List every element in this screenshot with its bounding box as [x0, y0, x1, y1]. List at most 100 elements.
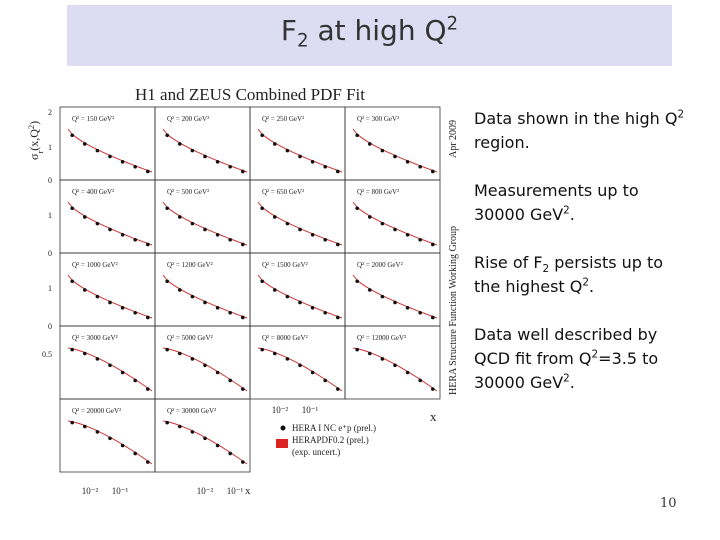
data-point [298, 300, 302, 305]
data-point [83, 142, 87, 146]
data-point [178, 288, 182, 292]
date-label: Apr 2009 [448, 120, 459, 158]
legend-marker [280, 425, 286, 431]
x-tick-label: 10⁻² [197, 486, 214, 496]
data-point [405, 370, 410, 375]
data-point [165, 133, 169, 138]
data-point [146, 460, 150, 464]
y-tick-label: 0 [48, 249, 52, 258]
data-point [241, 387, 245, 391]
data-point [380, 357, 385, 361]
y-tick-label: 1 [48, 143, 52, 152]
data-point [405, 160, 410, 164]
fit-curve [162, 347, 248, 392]
panel [344, 325, 441, 400]
data-point [431, 387, 435, 391]
data-point [355, 206, 360, 211]
figure: H1 and ZEUS Combined PDF Fit σr(x,Q2) Q² =… [27, 85, 460, 497]
fit-curve [257, 201, 343, 246]
data-point [146, 315, 150, 320]
data-point [133, 451, 137, 456]
data-point [336, 315, 340, 320]
panel-label: Q² = 650 GeV² [262, 188, 304, 196]
panel-label: Q² = 2000 GeV² [357, 261, 403, 269]
y-tick-label: 0 [48, 176, 52, 185]
text-part: region. [474, 133, 530, 152]
bullet: Data well described by QCD fit from Q2=3… [474, 323, 694, 395]
data-point [355, 279, 360, 284]
data-point [241, 169, 245, 174]
data-point [190, 430, 195, 434]
data-point [310, 306, 315, 310]
data-point [336, 387, 340, 391]
data-point [203, 436, 207, 441]
data-point [323, 237, 328, 242]
data-point [228, 378, 232, 383]
data-point [431, 315, 435, 320]
title-banner [67, 5, 672, 66]
data-point [70, 420, 74, 425]
data-point [165, 347, 169, 352]
text-part: r [36, 151, 45, 154]
panel-label: Q² = 500 GeV² [167, 188, 209, 196]
data-point [273, 288, 277, 292]
text-part: at high Q [308, 14, 447, 47]
fit-curve [352, 201, 438, 246]
data-point [405, 233, 410, 237]
panel-label: Q² = 20000 GeV² [72, 407, 121, 415]
data-point [120, 160, 125, 164]
data-point [241, 315, 245, 320]
data-point [70, 133, 74, 138]
data-point [215, 306, 220, 310]
data-point [418, 378, 423, 383]
data-point [418, 237, 423, 242]
figure-title: H1 and ZEUS Combined PDF Fit [135, 85, 365, 104]
data-point [298, 363, 302, 368]
legend-label: HERAPDF0.2 (prel.) [292, 435, 369, 445]
data-point [260, 133, 265, 138]
fit-curve [162, 201, 248, 246]
text-part: 2 [591, 348, 599, 361]
panel-label: Q² = 8000 GeV² [262, 334, 308, 342]
text-part: Data well described by QCD fit from Q [474, 325, 658, 368]
data-point [431, 169, 435, 174]
data-point [146, 387, 150, 391]
x-tick-label: 10⁻¹ [302, 405, 319, 415]
data-point [310, 160, 315, 164]
data-point [393, 227, 397, 232]
data-point [108, 154, 112, 159]
fit-curve [67, 420, 153, 465]
text-part: σ [27, 153, 41, 160]
data-point [273, 351, 277, 356]
panel-label: Q² = 150 GeV² [72, 115, 114, 123]
panel-label: Q² = 800 GeV² [357, 188, 399, 196]
data-point [368, 288, 372, 292]
data-point [215, 160, 220, 164]
data-point [165, 206, 169, 211]
data-point [215, 233, 220, 237]
fit-curve [257, 347, 343, 392]
data-point [108, 363, 112, 368]
data-point [95, 357, 100, 361]
data-point [228, 310, 232, 315]
data-point [108, 436, 112, 441]
data-point [120, 370, 125, 375]
data-point [203, 363, 207, 368]
data-point [323, 378, 328, 383]
data-point [228, 164, 232, 169]
data-point [215, 443, 220, 448]
data-point [418, 164, 423, 169]
y-axis-label: σr(x,Q2) [27, 121, 45, 160]
data-point [120, 306, 125, 310]
data-point [418, 310, 423, 315]
text-part: 2 [297, 30, 309, 52]
data-point [285, 221, 290, 226]
x-tick-label: 10⁻² [82, 486, 99, 496]
text-part: Data shown in the high Q [474, 109, 678, 128]
data-point [203, 227, 207, 232]
data-point [203, 154, 207, 159]
panel-label: Q² = 200 GeV² [167, 115, 209, 123]
x-axis-label: x [430, 409, 437, 424]
data-point [285, 148, 290, 153]
fit-curve [67, 274, 153, 319]
